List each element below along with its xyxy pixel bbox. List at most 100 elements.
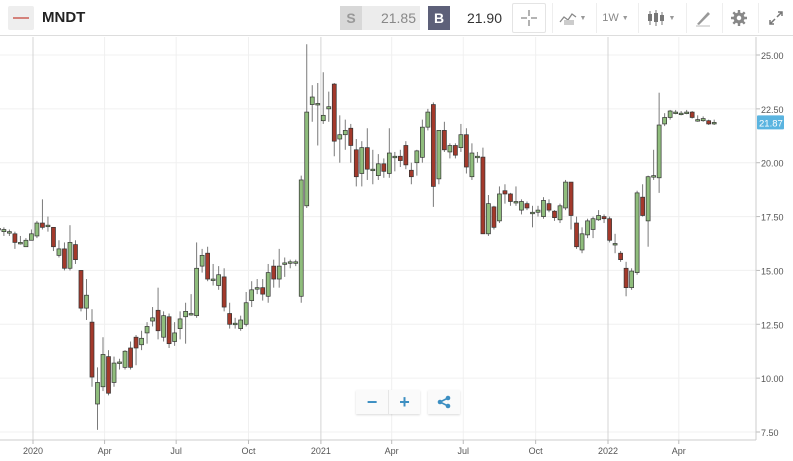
candle-up — [557, 203, 563, 224]
candle-down — [381, 158, 387, 178]
share-button[interactable] — [428, 390, 460, 414]
candle-body — [7, 231, 12, 234]
candle-style-button[interactable]: ▼ — [638, 3, 682, 33]
y-tick-label: 10.00 — [761, 374, 784, 384]
candle-body — [442, 130, 447, 151]
candle-up — [519, 199, 524, 215]
candle-body — [552, 210, 557, 218]
candle-body — [67, 242, 73, 269]
share-icon — [437, 395, 451, 409]
company-logo — [8, 6, 34, 30]
candle-up — [645, 175, 651, 247]
zoom-out-button[interactable]: − — [366, 391, 378, 412]
x-tick-label: Apr — [385, 446, 399, 456]
sell-button[interactable]: S — [340, 6, 362, 30]
candle-body — [271, 265, 277, 280]
candle-body — [673, 111, 678, 114]
candle-body — [359, 147, 365, 174]
candle-down — [331, 83, 337, 157]
candle-body — [34, 222, 40, 237]
candle-body — [364, 147, 370, 170]
candle-down — [62, 242, 67, 271]
candle-up — [695, 115, 701, 122]
candle-body — [199, 254, 205, 267]
candle-body — [111, 362, 117, 383]
candle-down — [397, 149, 403, 168]
candle-body — [216, 274, 221, 286]
candle-body — [370, 168, 376, 172]
candle-up — [513, 186, 519, 206]
candle-up — [475, 151, 480, 163]
candle-down — [623, 261, 629, 297]
candle-up — [612, 233, 618, 254]
draw-tools-button[interactable] — [686, 3, 718, 33]
candle-up — [216, 266, 221, 290]
candle-down — [453, 143, 458, 159]
candle-down — [128, 341, 133, 370]
candle-body — [491, 206, 497, 228]
candle-body — [557, 205, 563, 221]
candle-body — [293, 261, 299, 264]
candle-body — [585, 220, 590, 236]
candle-down — [73, 240, 78, 264]
candle-body — [342, 130, 348, 136]
candle-down — [12, 231, 18, 249]
candle-up — [293, 259, 299, 267]
candle-body — [469, 152, 475, 178]
candle-body — [89, 321, 95, 378]
candle-body — [254, 287, 260, 290]
candle-body — [166, 316, 172, 345]
candle-body — [326, 106, 332, 110]
candle-body — [381, 163, 387, 172]
timeframe-dropdown[interactable]: 1W ▼ — [596, 3, 634, 33]
candle-down — [706, 119, 712, 126]
candle-up — [425, 108, 431, 131]
candle-down — [442, 121, 447, 152]
crosshair-button[interactable] — [512, 3, 546, 33]
y-tick-label: 25.00 — [761, 51, 784, 61]
candle-up — [199, 248, 205, 273]
candle-up — [651, 149, 656, 180]
candle-body — [287, 261, 293, 264]
candle-body — [100, 354, 106, 388]
candle-body — [150, 317, 155, 322]
candle-down — [491, 205, 497, 230]
candle-body — [117, 361, 122, 364]
candle-down — [221, 268, 227, 312]
candle-up — [100, 337, 106, 392]
candle-down — [574, 216, 579, 249]
candle-body — [453, 145, 458, 156]
candle-body — [183, 311, 188, 318]
candle-body — [667, 110, 673, 118]
candle-down — [403, 141, 409, 170]
candle-body — [601, 216, 607, 220]
candle-down — [155, 287, 161, 340]
buy-price[interactable]: 21.90 — [450, 6, 506, 30]
sell-price[interactable]: 21.85 — [362, 6, 420, 30]
fullscreen-button[interactable] — [758, 3, 792, 33]
zoom-in-button[interactable]: + — [388, 390, 420, 414]
candle-body — [541, 200, 546, 217]
candle-body — [84, 294, 89, 309]
candle-up — [359, 141, 365, 187]
candle-up — [1, 227, 7, 236]
candle-down — [260, 279, 266, 301]
candle-body — [409, 169, 414, 178]
candle-up — [298, 175, 304, 303]
candle-body — [56, 248, 62, 256]
y-tick-label: 22.50 — [761, 105, 784, 115]
candle-down — [409, 162, 414, 185]
candle-down — [348, 123, 354, 163]
candle-up — [249, 281, 255, 308]
chart-type-button[interactable]: ▼ — [552, 3, 592, 33]
y-tick-label: 15.00 — [761, 266, 784, 276]
buy-button[interactable]: B — [428, 6, 450, 30]
settings-button[interactable] — [722, 3, 754, 33]
candle-down — [166, 313, 172, 348]
line-chart-icon — [559, 13, 576, 25]
candle-up — [7, 229, 12, 236]
last-price-label: 21.87 — [759, 118, 783, 129]
chevron-down-icon: ▼ — [621, 14, 629, 22]
candle-up — [585, 218, 590, 239]
